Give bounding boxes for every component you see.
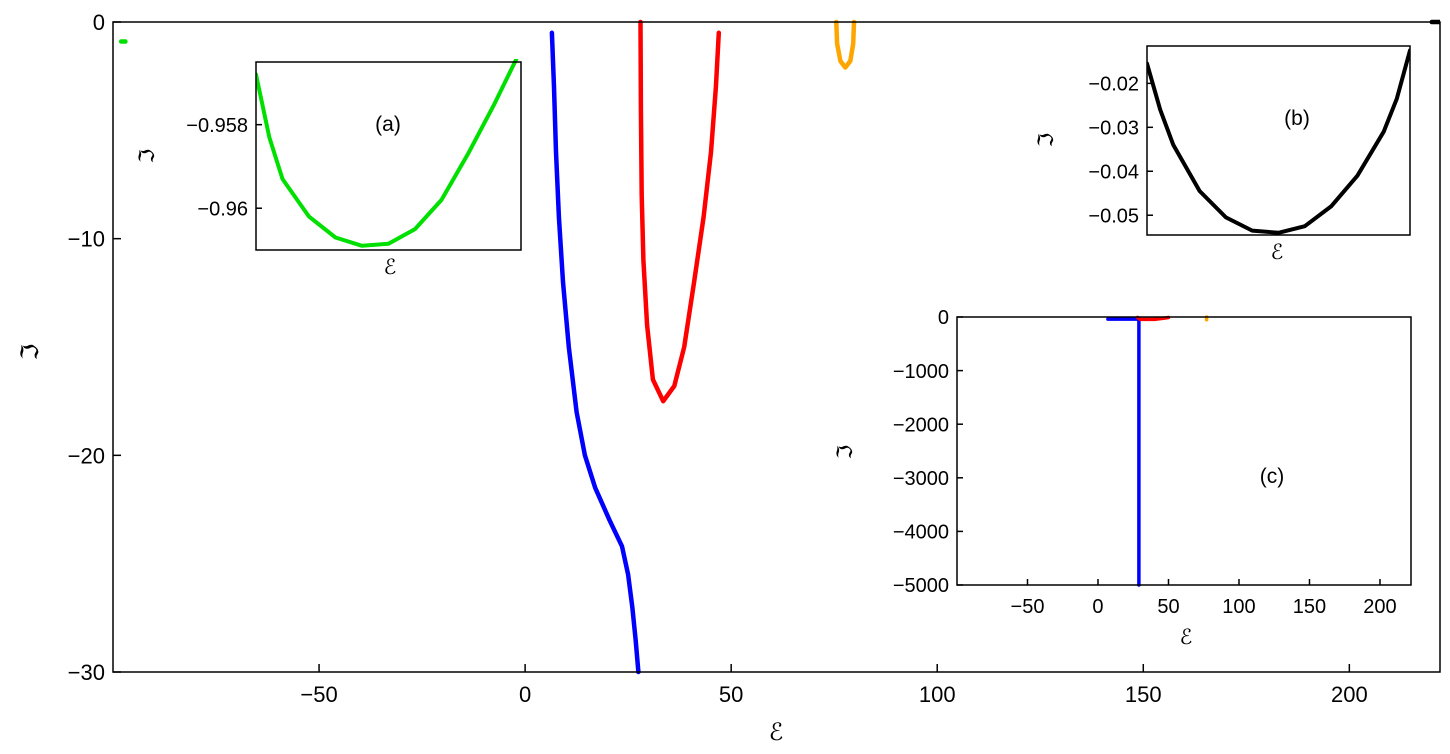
inset-c-background [957,317,1411,585]
inset-a-chart: −0.958 −0.96 (a) ℰ ℑ [136,59,522,279]
inset-b-x-axis-label: ℰ [1271,241,1284,264]
inset-b-series-layer [1147,48,1410,235]
inset-b-y-tick-label: −0.03 [1088,118,1139,140]
main-x-axis-label: ℰ [769,719,784,746]
main-x-tick-label: −50 [300,682,337,707]
inset-a-y-tick-label: −0.96 [197,198,248,220]
inset-c-y-tick-label: −4000 [893,522,949,544]
inset-a-x-axis-label: ℰ [384,256,397,279]
main-x-tick-label: 50 [719,682,743,707]
main-y-ticks: 0 −10 −20 −30 [68,10,121,685]
main-series-1-line [638,19,722,404]
inset-c-chart: −50 0 50 100 150 200 0 −1000 −2000 −3000 −4000 −50… [834,307,1412,649]
inset-b-background [1147,46,1410,235]
inset-c-series-1-line [1135,315,1171,322]
inset-a-series-0-line [256,59,519,248]
inset-c-y-ticks: 0 −1000 −2000 −3000 −4000 −5000 [893,307,963,597]
inset-a-frame [255,61,522,251]
main-plot-frame [112,21,1441,673]
inset-c-y-tick-label: −2000 [893,414,949,436]
main-y-tick-label: −20 [68,443,105,468]
main-x-ticks: −50 0 50 100 150 200 [300,664,1368,707]
inset-c-frame [956,316,1412,586]
inset-b-y-tick-label: −0.02 [1088,74,1139,96]
inset-a-series-layer [256,59,519,248]
inset-c-y-axis-label: ℑ [834,445,857,460]
inset-b-y-axis-label: ℑ [1035,133,1058,148]
inset-b-annotation: (b) [1284,107,1310,130]
inset-a-background [256,62,521,250]
main-x-tick-label: 150 [1125,682,1162,707]
inset-c-x-tick-label: −50 [1011,596,1045,618]
inset-c-x-ticks: −50 0 50 100 150 200 [1011,579,1397,618]
inset-c-annotation: (c) [1260,465,1285,488]
main-series-0-line [549,30,641,675]
inset-b-y-tick-label: −0.04 [1088,161,1139,183]
main-y-tick-label: −30 [68,660,105,685]
inset-c-x-tick-label: 100 [1222,596,1255,618]
inset-b-y-ticks: −0.02 −0.03 −0.04 −0.05 [1088,74,1153,227]
inset-b-y-tick-label: −0.05 [1088,205,1139,227]
inset-b-frame [1146,45,1411,236]
inset-c-x-tick-label: 200 [1363,596,1396,618]
main-y-axis-label: ℑ [17,344,44,361]
inset-b-chart: −0.02 −0.03 −0.04 −0.05 (b) ℰ ℑ [1035,45,1411,264]
inset-c-x-tick-label: 0 [1092,596,1103,618]
inset-a-y-ticks: −0.958 −0.96 [186,115,262,220]
main-y-tick-label: −10 [68,227,105,252]
main-series-layer [118,19,1440,675]
inset-c-x-axis-label: ℰ [1180,626,1193,649]
main-x-tick-label: 200 [1331,682,1368,707]
main-x-tick-label: 100 [919,682,956,707]
main-chart: −50 0 50 100 150 200 0 −10 −20 −30 ℰ ℑ [17,10,1441,746]
inset-c-x-tick-label: 150 [1293,596,1326,618]
inset-a-y-axis-label: ℑ [136,149,159,164]
inset-a-annotation: (a) [375,113,401,136]
inset-b-series-0-line [1147,48,1410,235]
inset-c-y-tick-label: 0 [938,307,949,329]
inset-a-y-tick-label: −0.958 [186,115,248,137]
inset-c-y-tick-label: −3000 [893,468,949,490]
main-x-tick-label: 0 [519,682,531,707]
main-series-2-line [834,19,857,70]
inset-c-y-tick-label: −1000 [893,361,949,383]
inset-c-y-tick-label: −5000 [893,575,949,597]
inset-c-x-tick-label: 50 [1157,596,1179,618]
main-y-tick-label: 0 [93,10,105,35]
